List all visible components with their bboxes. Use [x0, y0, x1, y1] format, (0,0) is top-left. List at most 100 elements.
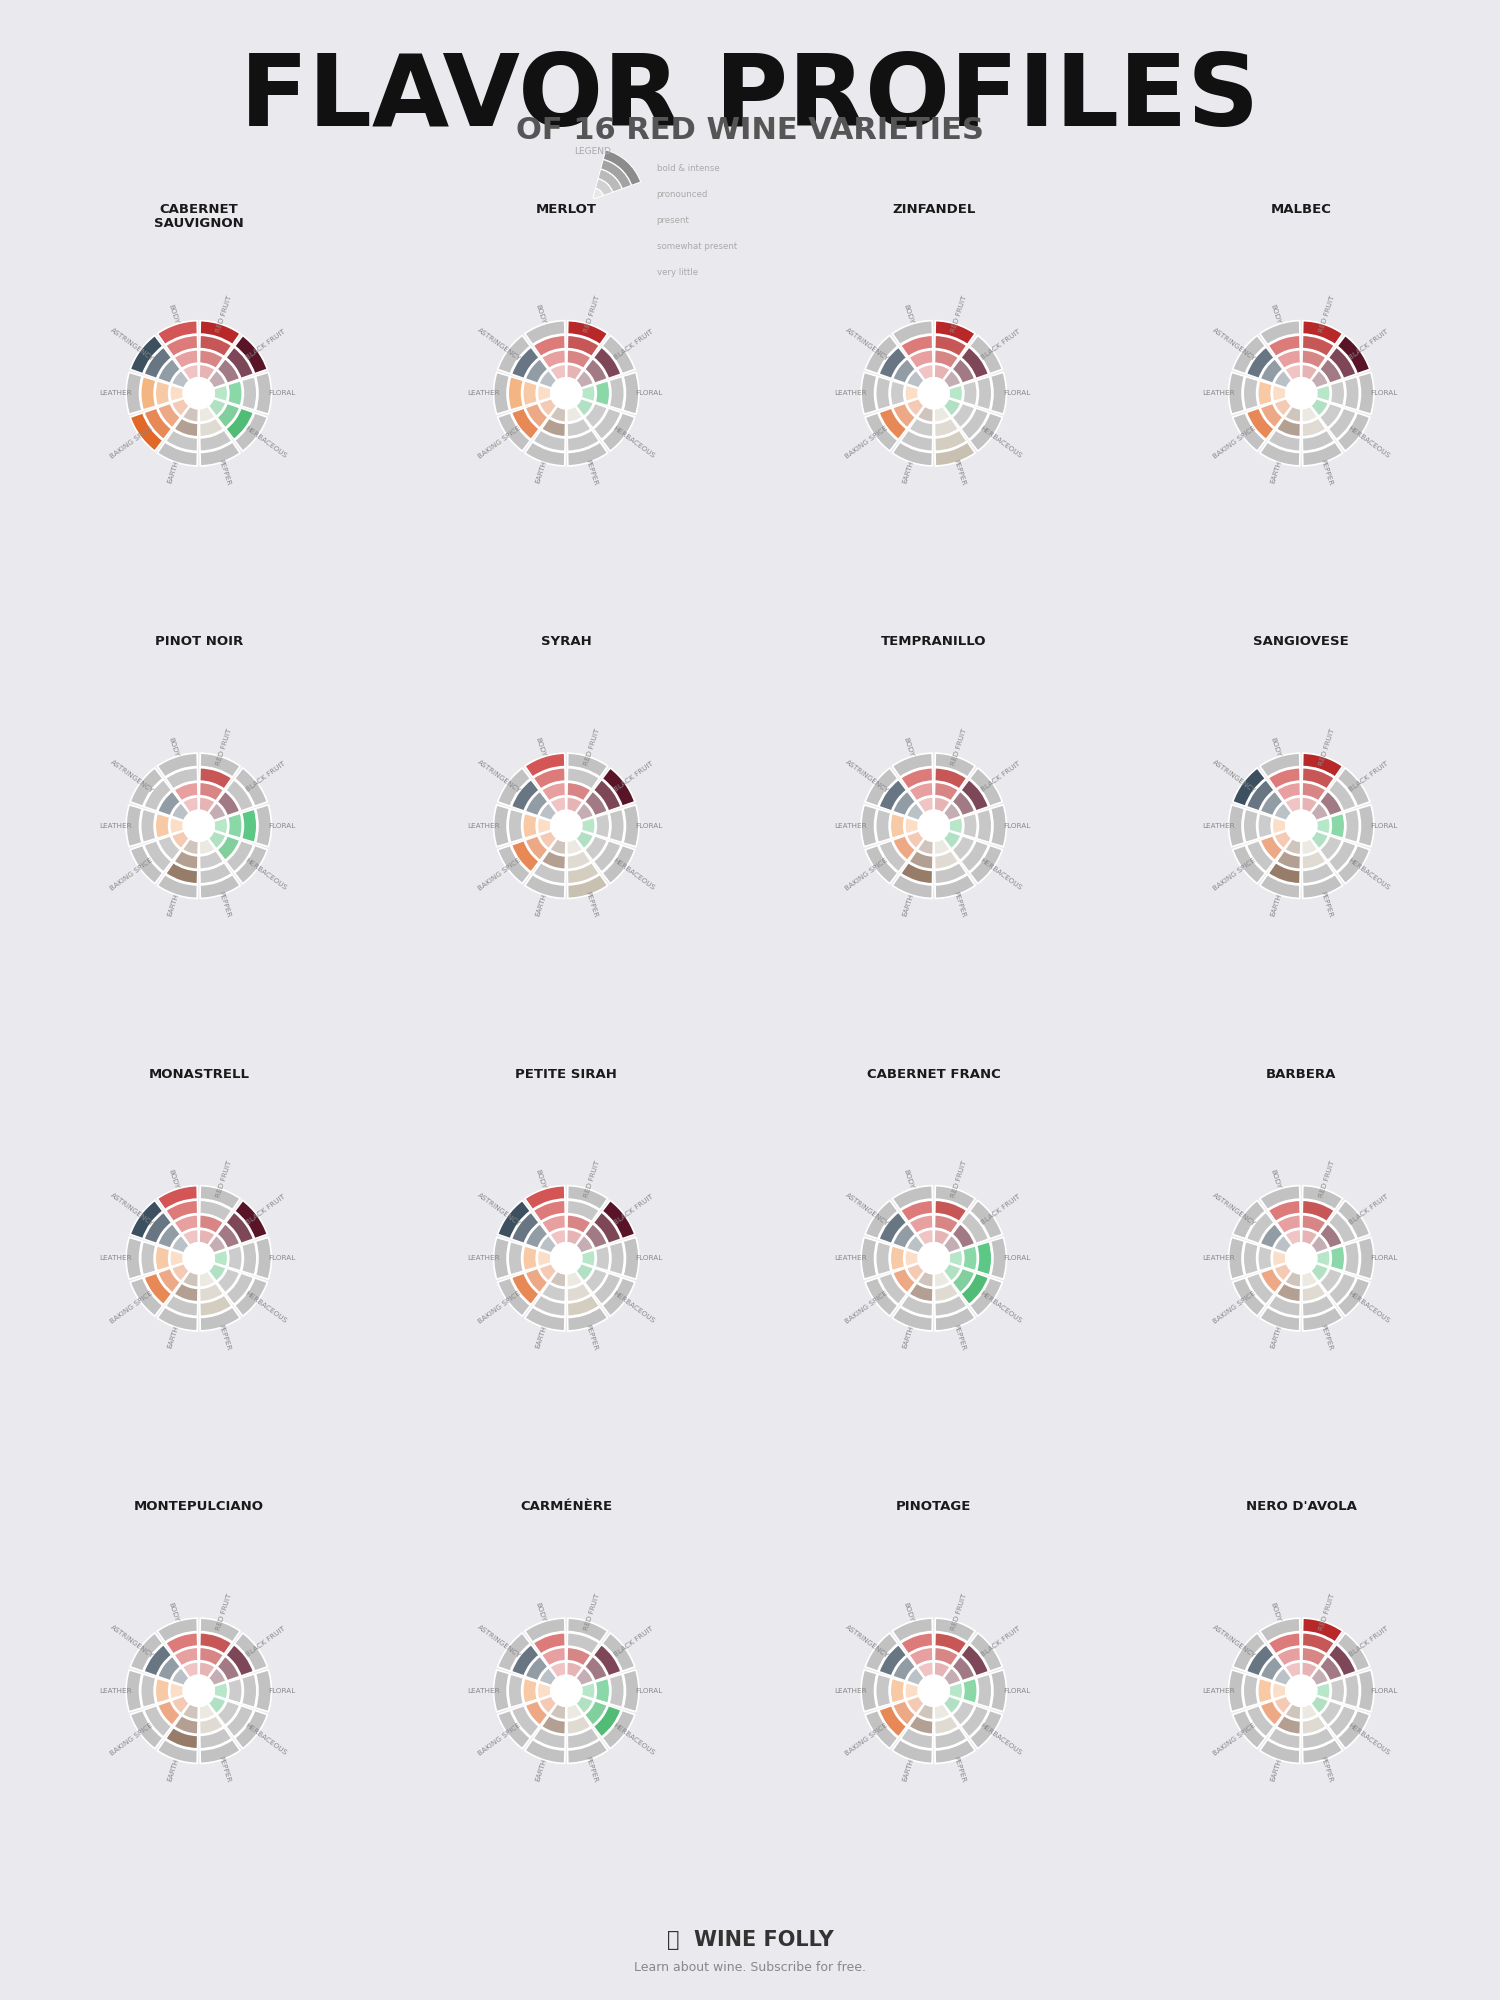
Wedge shape: [963, 1678, 978, 1704]
Wedge shape: [538, 370, 556, 388]
Wedge shape: [602, 846, 634, 884]
Wedge shape: [1336, 412, 1370, 452]
Wedge shape: [1302, 796, 1318, 814]
Wedge shape: [916, 1272, 933, 1288]
Text: HERBACEOUS: HERBACEOUS: [980, 1722, 1023, 1756]
Wedge shape: [1284, 1662, 1300, 1678]
Text: RED FRUIT: RED FRUIT: [216, 1592, 232, 1632]
Text: BLACK FRUIT: BLACK FRUIT: [244, 760, 286, 794]
Wedge shape: [1302, 1306, 1342, 1330]
Wedge shape: [567, 1704, 584, 1720]
Wedge shape: [567, 1662, 584, 1678]
Wedge shape: [130, 846, 164, 884]
Wedge shape: [158, 792, 180, 816]
Wedge shape: [892, 404, 915, 428]
Text: LEATHER: LEATHER: [466, 822, 500, 828]
Wedge shape: [890, 814, 904, 838]
Wedge shape: [525, 1700, 548, 1726]
Wedge shape: [622, 1670, 639, 1712]
Text: FLORAL: FLORAL: [1004, 390, 1031, 396]
Wedge shape: [1302, 862, 1335, 884]
Wedge shape: [171, 802, 189, 820]
Wedge shape: [542, 1282, 566, 1302]
Text: PEPPER: PEPPER: [952, 458, 966, 486]
Wedge shape: [969, 412, 1002, 452]
Wedge shape: [952, 404, 975, 428]
Text: BODY: BODY: [534, 304, 546, 324]
Text: RED FRUIT: RED FRUIT: [584, 1160, 600, 1198]
Text: RED FRUIT: RED FRUIT: [216, 1160, 232, 1198]
Wedge shape: [130, 1710, 164, 1748]
Wedge shape: [174, 782, 198, 802]
Wedge shape: [509, 376, 524, 410]
Wedge shape: [494, 372, 510, 414]
Wedge shape: [934, 1618, 975, 1642]
Wedge shape: [934, 320, 975, 344]
Wedge shape: [525, 1268, 548, 1292]
Wedge shape: [200, 1728, 232, 1748]
Wedge shape: [952, 358, 975, 384]
Text: pronounced: pronounced: [657, 190, 708, 200]
Wedge shape: [182, 406, 198, 422]
Wedge shape: [609, 810, 624, 842]
Wedge shape: [585, 792, 608, 816]
Wedge shape: [144, 1644, 171, 1676]
Wedge shape: [170, 384, 184, 402]
Text: FLORAL: FLORAL: [636, 1256, 663, 1262]
Circle shape: [1286, 1676, 1317, 1706]
Wedge shape: [549, 1704, 566, 1720]
Wedge shape: [934, 796, 951, 814]
Text: PEPPER: PEPPER: [217, 890, 231, 918]
Wedge shape: [1302, 1230, 1318, 1246]
Wedge shape: [602, 1200, 634, 1238]
Wedge shape: [498, 336, 531, 374]
Wedge shape: [255, 804, 272, 846]
Wedge shape: [209, 802, 226, 820]
Text: FLORAL: FLORAL: [636, 822, 663, 828]
Wedge shape: [1284, 796, 1300, 814]
Wedge shape: [904, 384, 920, 402]
Text: PEPPER: PEPPER: [952, 890, 966, 918]
Wedge shape: [525, 1656, 548, 1680]
Wedge shape: [916, 1230, 933, 1246]
Wedge shape: [1228, 1670, 1245, 1712]
Wedge shape: [537, 1250, 552, 1266]
Wedge shape: [494, 1670, 510, 1712]
Wedge shape: [182, 1230, 198, 1246]
Wedge shape: [904, 818, 920, 834]
Wedge shape: [952, 1224, 975, 1248]
Wedge shape: [1320, 358, 1342, 384]
Wedge shape: [165, 1728, 198, 1748]
Wedge shape: [944, 1264, 962, 1282]
Wedge shape: [525, 1224, 548, 1248]
Wedge shape: [200, 1740, 240, 1764]
Wedge shape: [200, 1618, 240, 1642]
Text: ASTRINGENCY: ASTRINGENCY: [844, 1192, 889, 1228]
Wedge shape: [1358, 1670, 1374, 1712]
Wedge shape: [200, 796, 216, 814]
Wedge shape: [1274, 1236, 1292, 1254]
Text: present: present: [657, 216, 690, 224]
Wedge shape: [171, 830, 189, 848]
Circle shape: [1286, 810, 1317, 842]
Wedge shape: [585, 404, 608, 428]
Wedge shape: [549, 796, 566, 814]
Wedge shape: [171, 1236, 189, 1254]
Wedge shape: [1284, 838, 1300, 854]
Wedge shape: [1233, 1200, 1266, 1238]
Wedge shape: [242, 1674, 256, 1708]
Text: BLACK FRUIT: BLACK FRUIT: [1347, 328, 1389, 360]
Wedge shape: [934, 1728, 968, 1748]
Wedge shape: [596, 380, 610, 406]
Wedge shape: [900, 768, 933, 790]
Wedge shape: [549, 1662, 566, 1678]
Wedge shape: [865, 1710, 898, 1748]
Wedge shape: [567, 1306, 608, 1330]
Wedge shape: [209, 370, 226, 388]
Wedge shape: [498, 1710, 531, 1748]
Wedge shape: [200, 406, 216, 422]
Text: BODY: BODY: [534, 1602, 546, 1622]
Wedge shape: [1268, 336, 1300, 356]
Wedge shape: [567, 768, 600, 790]
Wedge shape: [182, 1272, 198, 1288]
